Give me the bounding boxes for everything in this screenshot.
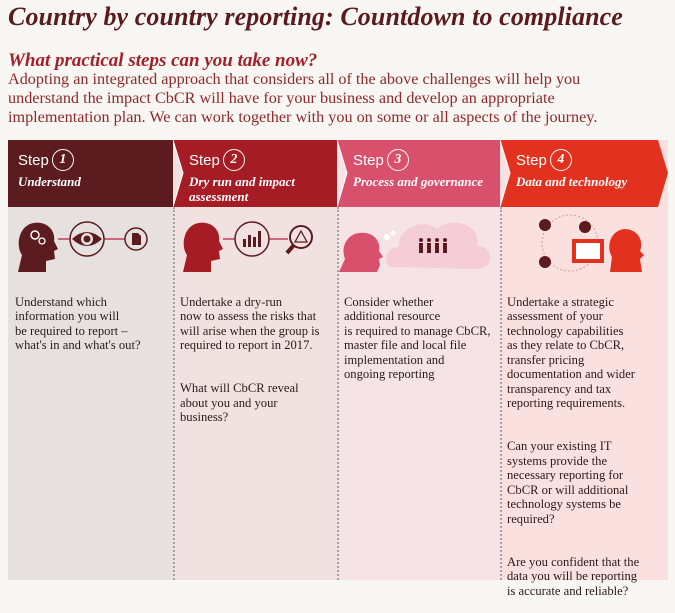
step-label: Step: [189, 151, 220, 169]
step-3: Step 3 Process and governance Consider wh…: [337, 140, 510, 580]
thought-cloud-people-icon: [384, 222, 491, 269]
magnifier-warning-icon: [285, 225, 313, 255]
step-2-description: Undertake a dry-run now to assess the ri…: [173, 272, 337, 439]
step-4-illustration: [500, 207, 668, 272]
section-heading: What practical steps can you take now?: [8, 50, 318, 71]
step-number: 3: [386, 149, 409, 171]
step-number: 1: [51, 149, 74, 171]
step-number: 2: [222, 149, 245, 171]
column-divider: [337, 207, 339, 580]
head-icon: [183, 222, 223, 272]
step-2: Step 2 Dry run and impact assessment Unde…: [173, 140, 347, 580]
paragraph: Consider whether additional resource is …: [344, 294, 491, 382]
step-3-description: Consider whether additional resource is …: [337, 272, 500, 396]
step-name: Understand: [18, 174, 81, 189]
step-4: Step 4 Data and technology Undertake a st…: [500, 140, 668, 598]
paragraph: Undertake a dry-run now to assess the ri…: [180, 294, 320, 353]
steps-diagram: Step 1 Understand Understand which inform…: [8, 140, 668, 598]
step-4-header: Step 4 Data and technology: [500, 140, 668, 207]
page: Country by country reporting: Countdown …: [8, 2, 668, 598]
paragraph: Undertake a strategic assessment of your…: [507, 294, 635, 411]
step-number: 4: [549, 149, 572, 171]
paragraph: Understand which information you will be…: [15, 294, 141, 353]
step-2-illustration: [173, 207, 337, 272]
step-name: Process and governance: [353, 174, 483, 189]
document-icon: [124, 227, 148, 251]
step-name: Dry run and impact assessment: [189, 174, 295, 204]
step-3-header: Step 3 Process and governance: [337, 140, 510, 207]
step-2-header: Step 2 Dry run and impact assessment: [173, 140, 347, 207]
step-label: Step: [516, 151, 547, 169]
page-title: Country by country reporting: Countdown …: [8, 2, 623, 31]
column-divider: [173, 207, 175, 580]
step-1-description: Understand which information you will be…: [8, 272, 173, 367]
step-label: Step: [353, 151, 384, 169]
paragraph: What will CbCR reveal about you and your…: [180, 381, 299, 424]
paragraph: Are you confident that the data you will…: [507, 554, 640, 598]
step-1-header: Step 1 Understand: [8, 140, 183, 207]
step-4-description: Undertake a strategic assessment of your…: [500, 272, 668, 613]
devices-icon: [539, 214, 599, 272]
column-divider: [500, 207, 502, 580]
step-1: Step 1 Understand Understand which inform…: [8, 140, 183, 580]
step-3-illustration: [337, 207, 500, 272]
step-label: Step: [18, 151, 49, 169]
head-icon: [339, 232, 383, 272]
step-1-illustration: [8, 207, 173, 272]
step-name: Data and technology: [516, 174, 628, 189]
eye-icon: [69, 221, 105, 257]
person-tablet-icon: [572, 229, 644, 272]
head-gears-icon: [18, 222, 58, 272]
paragraph: Can your existing IT systems provide the…: [507, 439, 629, 526]
intro-text: Adopting an integrated approach that con…: [8, 70, 598, 126]
bar-chart-icon: [234, 221, 270, 257]
